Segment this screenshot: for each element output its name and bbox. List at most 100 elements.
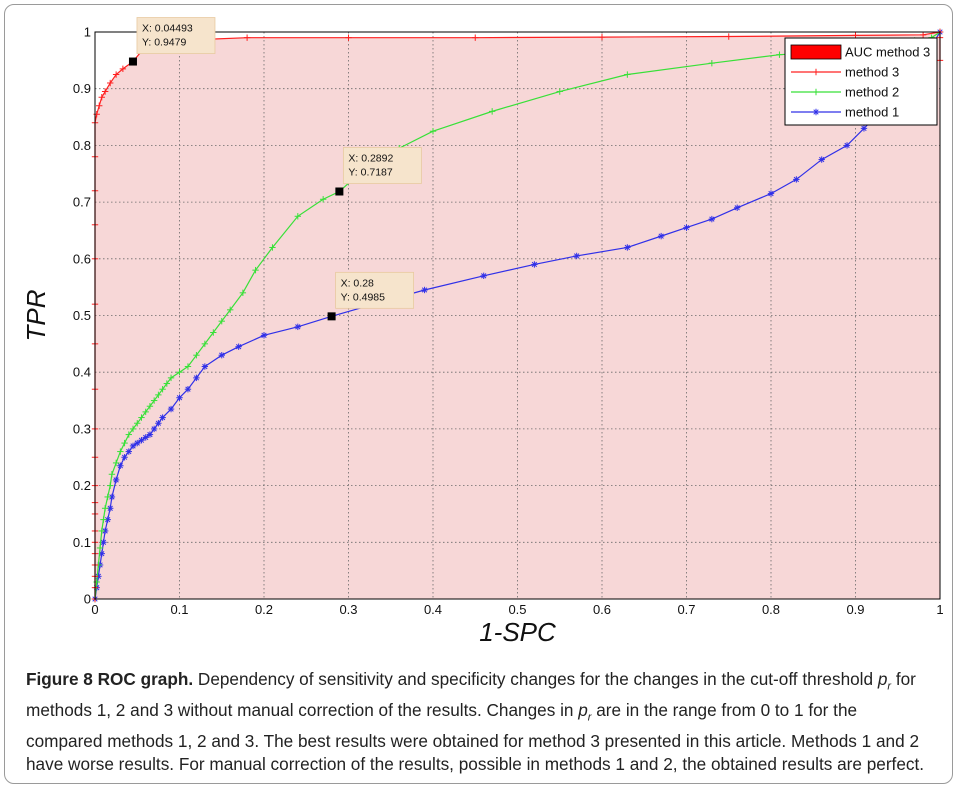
data-point (227, 306, 234, 314)
data-point (155, 391, 162, 399)
y-tick-label: 0.2 (73, 478, 91, 493)
data-point (146, 403, 154, 410)
caption-symbol-p: p (877, 669, 888, 689)
legend-label: method 2 (845, 85, 899, 100)
data-point (104, 493, 111, 501)
roc-chart: 0 0.1 0.2 0.3 0.4 0.5 0.6 0.7 0.8 0.9 1 0 0.1 0.2 0.3… (21, 17, 944, 647)
datatip: X: 0.2892 Y: 0.7187 (335, 147, 422, 196)
caption-label: Figure 8 ROC graph. (26, 669, 194, 689)
data-point (269, 244, 276, 251)
legend-label: AUC method 3 (845, 45, 930, 60)
datatip-marker (327, 312, 336, 321)
data-point (812, 108, 820, 116)
data-point (683, 224, 690, 231)
datatip-y-label: Y: 0.4985 (341, 291, 386, 303)
data-point (239, 289, 247, 297)
data-point (101, 505, 109, 512)
data-point (119, 65, 127, 73)
plot-border (94, 31, 941, 600)
data-point (100, 539, 107, 546)
data-point (100, 516, 107, 523)
data-point (159, 386, 166, 393)
figure-frame: 0 0.1 0.2 0.3 0.4 0.5 0.6 0.7 0.8 0.9 1 0 0.1 0.2 0.3… (4, 4, 953, 784)
data-point (163, 380, 171, 387)
y-tick-labels: 0 0.1 0.2 0.3 0.4 0.5 0.6 0.7 0.8 0.9 1 (73, 25, 91, 607)
data-point (167, 374, 175, 382)
datatip-y-label: Y: 0.7187 (348, 166, 393, 178)
data-point (243, 34, 251, 41)
legend-entry-method-1: method 1 (791, 105, 899, 120)
data-point (101, 88, 109, 95)
caption-symbol-p-2: p (578, 699, 588, 720)
x-tick-label: 0.2 (255, 602, 273, 617)
data-point (708, 215, 716, 223)
data-point (150, 425, 158, 433)
y-tick-label: 0.6 (73, 251, 91, 266)
data-point (184, 386, 192, 393)
data-point (108, 471, 116, 478)
data-point (776, 51, 783, 58)
datatip: X: 0.04493 Y: 0.9479 (128, 17, 216, 66)
data-point (818, 156, 825, 163)
x-tick-label: 0.3 (339, 602, 357, 617)
data-point (121, 439, 128, 447)
y-tick-label: 0.1 (73, 535, 91, 550)
data-point (793, 176, 800, 183)
data-point (176, 369, 183, 376)
data-point (531, 261, 538, 268)
datatip-marker (128, 57, 137, 66)
data-point (96, 544, 104, 552)
data-point (112, 71, 120, 78)
data-point (480, 272, 487, 280)
data-point (193, 351, 200, 359)
y-tick-label: 0.4 (73, 365, 91, 380)
data-point (812, 68, 820, 76)
y-axis-title: TPR (21, 290, 51, 342)
data-point (167, 405, 175, 413)
datatip-box (342, 147, 422, 184)
datatip-x-label: X: 0.28 (341, 277, 374, 289)
data-point (767, 190, 775, 197)
data-point (429, 128, 437, 135)
legend-label: method 1 (845, 105, 899, 120)
data-point (142, 408, 149, 416)
data-point (176, 394, 183, 401)
data-point (421, 286, 428, 294)
y-tick-label: 0.7 (73, 195, 91, 210)
data-point (112, 476, 120, 484)
legend-entry-method-2: method 2 (791, 85, 899, 100)
legend-swatch (790, 44, 842, 60)
data-point (919, 31, 927, 39)
caption-text-3: are in the range from 0 to 1 for the com… (26, 699, 925, 775)
data-point (117, 448, 124, 455)
data-point (134, 420, 141, 427)
data-point (107, 482, 114, 489)
data-point (129, 425, 137, 433)
x-tick-label: 0.5 (508, 602, 526, 617)
data-point (155, 420, 162, 427)
data-point (294, 323, 301, 331)
data-point (472, 34, 479, 41)
x-tick-label: 0.8 (762, 602, 780, 617)
data-point (138, 414, 145, 421)
data-point (556, 88, 563, 95)
caption-text-1: Dependency of sensitivity and specificit… (193, 669, 878, 689)
y-tick-label: 0.3 (73, 421, 91, 436)
data-point (201, 340, 209, 348)
y-tick-label: 0.9 (73, 81, 91, 96)
datatip-x-label: X: 0.04493 (142, 23, 193, 35)
data-point (235, 343, 242, 350)
data-point (624, 71, 631, 78)
data-point (201, 363, 209, 370)
datatip-x-label: X: 0.2892 (348, 152, 393, 164)
data-point (129, 442, 137, 450)
data-point (573, 252, 580, 260)
x-tick-label: 0.9 (846, 602, 864, 617)
data-point (319, 196, 327, 203)
data-point (121, 454, 128, 461)
data-point (134, 439, 141, 447)
data-point (98, 527, 105, 535)
x-tick-label: 1 (936, 602, 943, 617)
data-point (146, 431, 154, 438)
y-tick-label: 1 (84, 25, 91, 40)
